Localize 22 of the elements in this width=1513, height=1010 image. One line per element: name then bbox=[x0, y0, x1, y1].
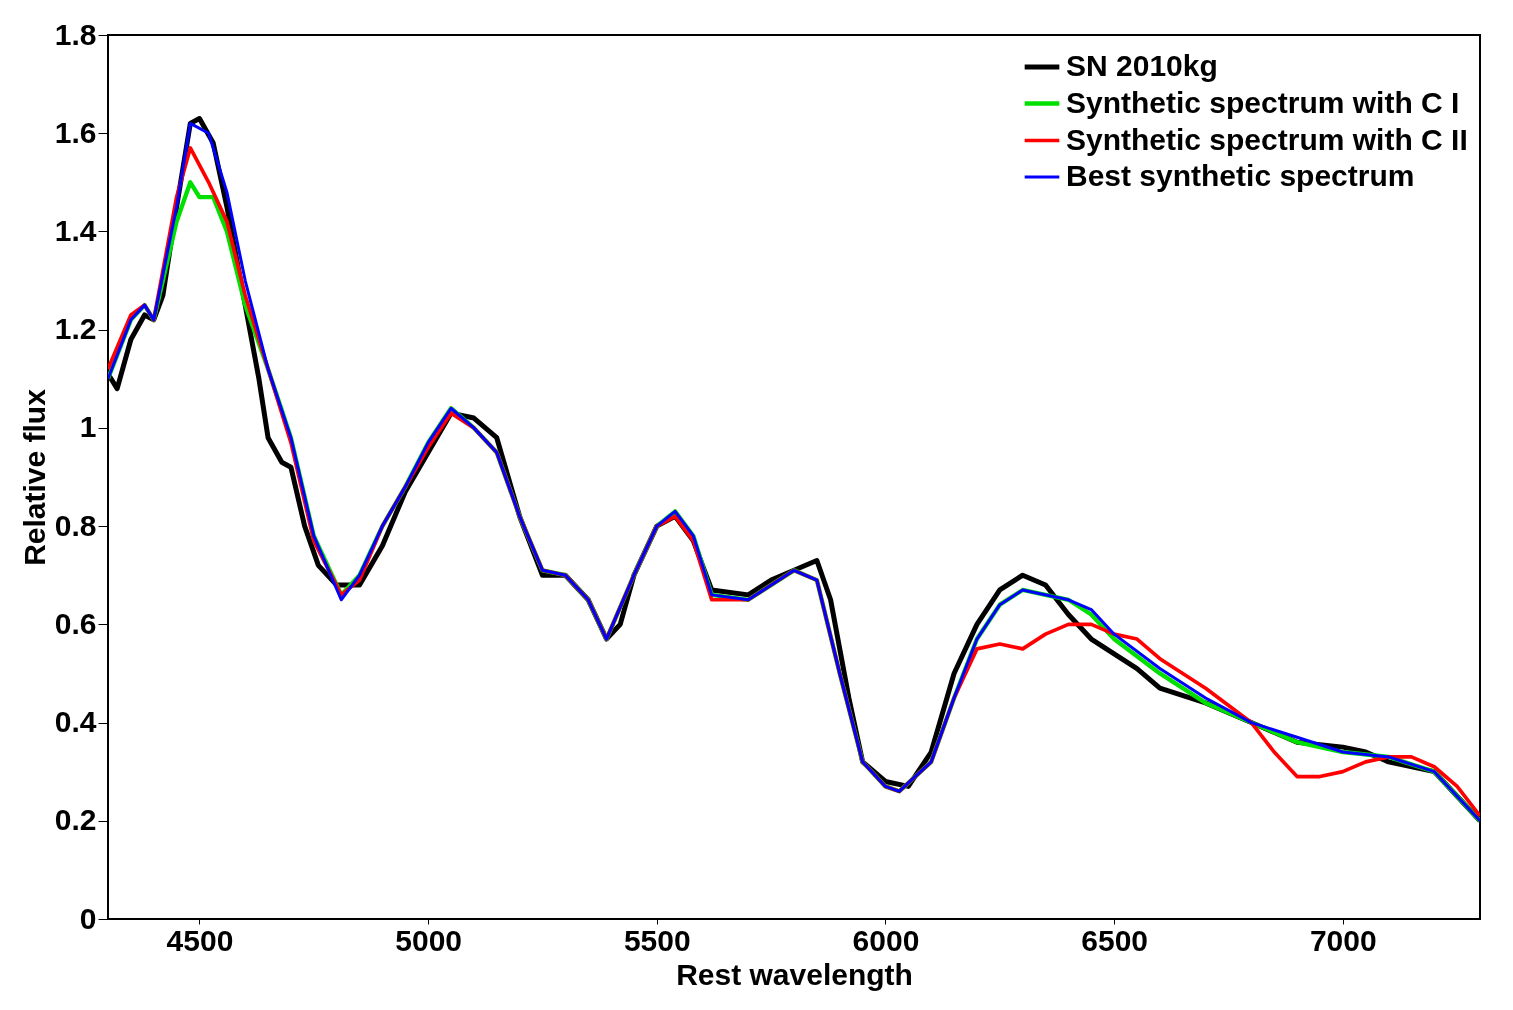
y-axis-title: Relative flux bbox=[17, 388, 51, 566]
y-tick-label: 0.4 bbox=[54, 705, 97, 739]
y-tick-label: 1.4 bbox=[54, 213, 97, 247]
legend-label: SN 2010kg bbox=[1066, 49, 1218, 82]
x-tick-label: 6500 bbox=[1081, 923, 1149, 957]
x-tick-label: 4500 bbox=[166, 923, 234, 957]
x-tick-label: 7000 bbox=[1309, 923, 1377, 957]
x-tick-label: 6000 bbox=[852, 923, 920, 957]
x-tick-label: 5000 bbox=[395, 923, 463, 957]
y-tick-label: 1.8 bbox=[54, 17, 97, 51]
y-tick-label: 0.2 bbox=[54, 803, 97, 837]
y-tick-label: 0.8 bbox=[54, 508, 97, 542]
legend-label: Synthetic spectrum with C II bbox=[1066, 122, 1468, 156]
y-tick-label: 0 bbox=[79, 901, 97, 935]
y-tick-label: 1 bbox=[79, 410, 97, 444]
y-tick-label: 0.6 bbox=[54, 606, 97, 640]
y-tick-label: 1.6 bbox=[54, 115, 97, 149]
legend-label: Best synthetic spectrum bbox=[1066, 159, 1415, 192]
x-tick-label: 5500 bbox=[623, 923, 691, 957]
legend-label: Synthetic spectrum with C I bbox=[1066, 85, 1460, 119]
x-axis-title: Rest wavelength bbox=[676, 957, 913, 991]
y-tick-label: 1.2 bbox=[54, 312, 97, 346]
